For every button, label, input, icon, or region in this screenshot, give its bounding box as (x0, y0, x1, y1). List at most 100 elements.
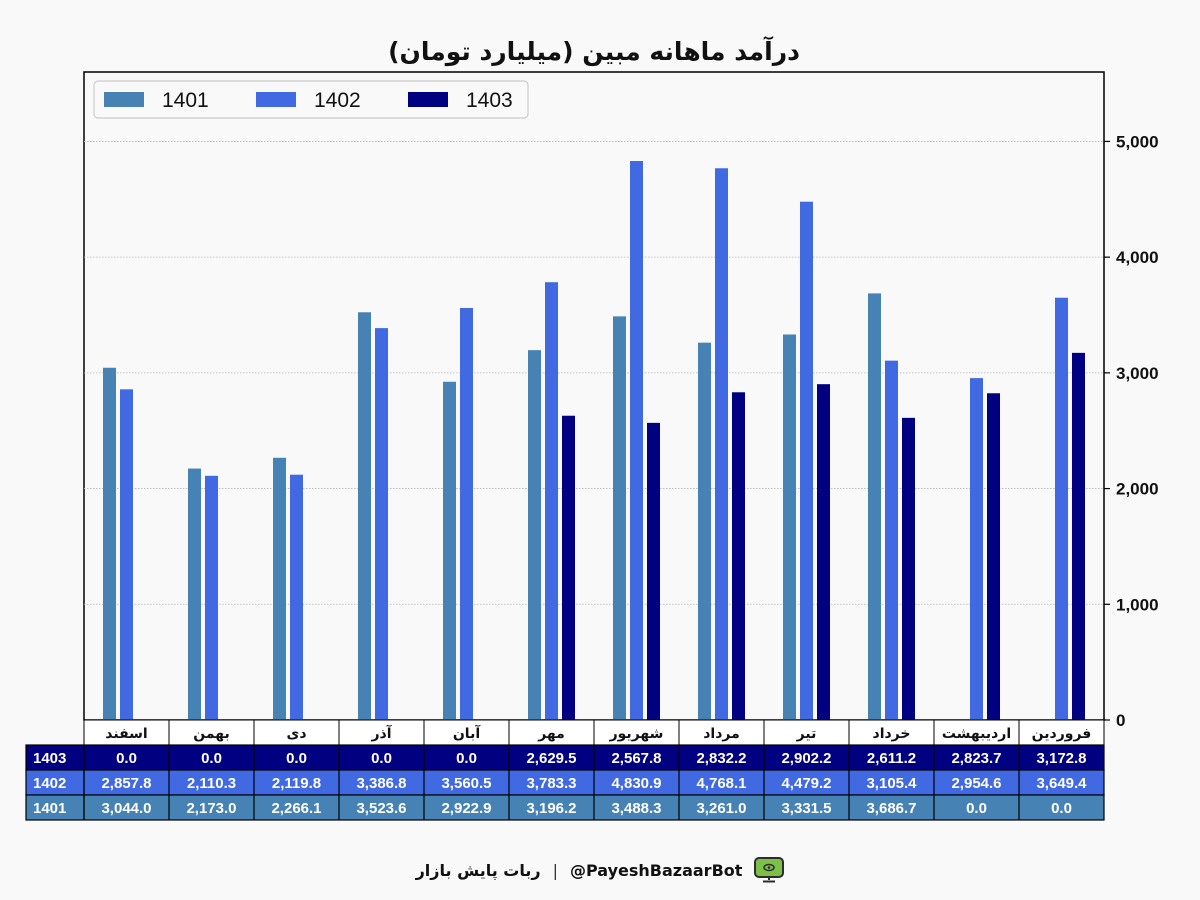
data-label: 3,488.3 (611, 800, 661, 817)
footer: ربات پایش بازار | @PayeshBazaarBot (0, 852, 1200, 888)
row-label: 1402 (33, 775, 66, 792)
legend-swatch-1402 (256, 92, 296, 107)
y-tick-label: 3,000 (1116, 364, 1159, 383)
data-table: فروردین اردیبهشت خرداد تیر مرداد شهریور مهر آبا… (25, 719, 1105, 821)
bar-1402 (970, 378, 983, 720)
bot-name: ربات پایش بازار (415, 860, 541, 880)
legend-box (93, 80, 529, 119)
y-tick-label: 5,000 (1116, 132, 1159, 151)
bar-1401 (443, 381, 456, 720)
bar-1402 (375, 328, 388, 720)
bar-1403 (647, 422, 660, 720)
data-label: 4,479.2 (781, 775, 831, 792)
bot-handle[interactable]: @PayeshBazaarBot (569, 860, 743, 880)
chart-title: درآمد ماهانه مبین (میلیارد تومان) (388, 36, 800, 67)
data-label: 3,331.5 (781, 800, 831, 817)
data-label: 2,954.6 (951, 775, 1001, 792)
bar-1402 (715, 168, 728, 721)
data-label: 2,823.7 (951, 750, 1001, 767)
category-label: خرداد (873, 726, 911, 742)
bar-1401 (273, 457, 286, 720)
legend-label: 1401 (162, 89, 209, 112)
bar-1402 (120, 389, 133, 720)
data-label: 3,686.7 (866, 800, 916, 817)
bar-1403 (1072, 352, 1085, 720)
data-label: 3,196.2 (526, 800, 576, 817)
data-label: 2,902.2 (781, 750, 831, 767)
legend-swatch-1401 (104, 92, 144, 107)
bar-1402 (545, 282, 558, 720)
data-label: 3,523.6 (356, 800, 406, 817)
bar-1402 (1055, 297, 1068, 720)
data-label: 2,629.5 (526, 750, 576, 767)
data-label: 0.0 (286, 750, 307, 767)
category-label: بهمن (193, 726, 229, 742)
data-label: 2,857.8 (101, 775, 151, 792)
y-tick-label: 1,000 (1116, 595, 1159, 614)
data-label: 0.0 (371, 750, 392, 767)
bar-1401 (783, 334, 796, 720)
bar-1402 (800, 201, 813, 720)
bar-1401 (868, 293, 881, 720)
bar-1401 (698, 342, 711, 720)
y-tick-label: 4,000 (1116, 248, 1159, 267)
data-label: 3,386.8 (356, 775, 406, 792)
bar-1402 (630, 160, 643, 720)
table-row (25, 794, 1105, 821)
bar-1401 (358, 312, 371, 720)
data-label: 2,922.9 (441, 800, 491, 817)
data-label: 0.0 (1051, 800, 1072, 817)
data-label: 3,044.0 (101, 800, 151, 817)
y-tick-label: 2,000 (1116, 480, 1159, 499)
category-label: آبان (453, 724, 481, 742)
data-label: 2,110.3 (187, 775, 236, 792)
y-axis: 0 1,000 2,000 3,000 4,000 5,000 (1104, 132, 1159, 730)
category-label: آذر (370, 724, 392, 742)
data-label: 0.0 (201, 750, 222, 767)
category-label: دی (286, 726, 306, 742)
category-label: مهر (537, 726, 565, 742)
data-label: 3,105.4 (866, 775, 917, 792)
bar-1403 (562, 415, 575, 720)
bar-1403 (732, 392, 745, 720)
data-label: 3,783.3 (526, 775, 576, 792)
bar-1402 (460, 307, 473, 720)
bar-1402 (885, 360, 898, 720)
bar-1402 (205, 475, 218, 720)
bar-1403 (817, 384, 830, 720)
data-label: 3,560.5 (441, 775, 491, 792)
data-label: 0.0 (456, 750, 477, 767)
table-row (25, 744, 1105, 771)
data-label: 0.0 (966, 800, 987, 817)
bar-1401 (613, 316, 626, 720)
data-label: 3,172.8 (1036, 750, 1086, 767)
bar-1401 (528, 350, 541, 720)
data-label: 4,768.1 (696, 775, 746, 792)
bar-1403 (987, 393, 1000, 720)
row-label: 1403 (33, 750, 66, 767)
category-label: مرداد (703, 726, 740, 742)
legend: 1401 1402 1403 (93, 80, 529, 119)
data-label: 2,173.0 (186, 800, 236, 817)
data-label: 3,261.0 (696, 800, 746, 817)
data-label: 2,266.1 (271, 800, 321, 817)
data-label: 2,567.8 (611, 750, 661, 767)
data-label: 0.0 (116, 750, 137, 767)
category-label: اردیبهشت (942, 726, 1011, 742)
category-label: شهریور (609, 726, 664, 742)
bar-1402 (290, 474, 303, 720)
row-label: 1401 (33, 800, 66, 817)
category-label: فروردین (1032, 726, 1092, 742)
gridlines (84, 141, 1104, 605)
data-label: 2,832.2 (696, 750, 746, 767)
bars (103, 160, 1085, 721)
data-label: 3,649.4 (1036, 775, 1087, 792)
y-tick-label: 0 (1116, 711, 1125, 730)
footer-separator: | (552, 860, 558, 880)
data-label: 2,611.2 (867, 750, 916, 767)
data-label: 4,830.9 (611, 775, 661, 792)
legend-label: 1402 (314, 89, 361, 112)
data-label: 2,119.8 (272, 775, 321, 792)
legend-label: 1403 (466, 89, 513, 112)
